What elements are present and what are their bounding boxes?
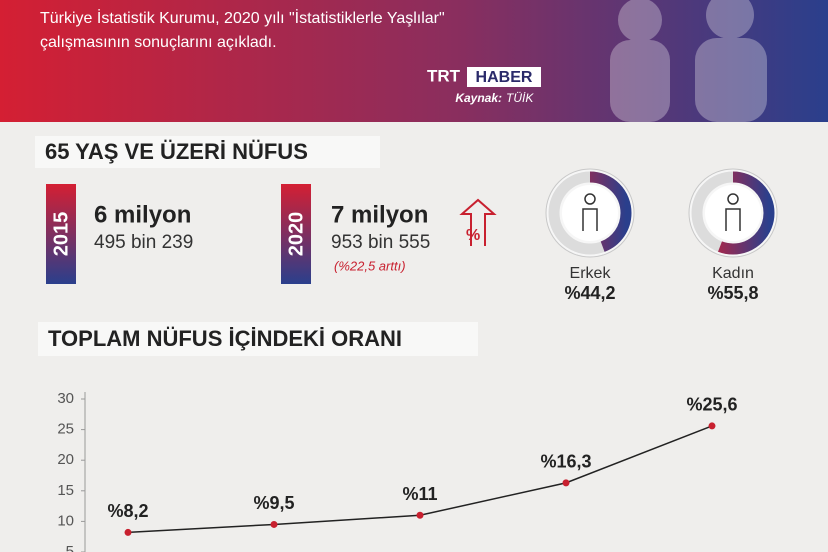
donut-center [705, 185, 761, 241]
donut-arc [691, 171, 775, 255]
point [270, 520, 278, 528]
brand-box [467, 67, 541, 87]
header-bg [0, 0, 828, 122]
y-tick-label: 20 [57, 451, 74, 468]
title-bg [38, 322, 478, 356]
point [416, 511, 424, 519]
y-tick-label: 10 [57, 512, 74, 529]
year: 2020 [285, 212, 307, 257]
point [708, 422, 716, 430]
stat-main: 7 milyon [331, 201, 428, 228]
increase-arrow [459, 198, 497, 246]
source: TÜİK [506, 91, 534, 105]
chart-title: TOPLAM NÜFUS İÇİNDEKİ ORANI [48, 326, 402, 351]
source-label: Kaynak: [455, 91, 502, 105]
point [562, 479, 570, 487]
person-head [584, 193, 596, 205]
gender-label: Erkek [570, 265, 612, 282]
title-bg [35, 136, 380, 168]
section-title: 65 YAŞ VE ÜZERİ NÜFUS [45, 139, 308, 164]
y-tick-label: 25 [57, 421, 74, 438]
y-tick-label: 15 [57, 482, 74, 499]
gender-value: %55,8 [707, 283, 758, 303]
value-label: %11 [402, 484, 437, 504]
stat-note: (%22,5 arttı) [334, 258, 406, 273]
year-badge [46, 184, 76, 284]
value-label: %25,6 [686, 395, 737, 415]
y-tick-label: 5 [66, 543, 74, 552]
line-chart: 5 10 15 20 25 30 %8,2 %9,5 %11 %16,3 %25,6 [57, 390, 738, 552]
gender-label: Kadın [712, 265, 754, 282]
point [124, 528, 132, 536]
silhouettes [610, 0, 767, 122]
year: 2015 [50, 212, 72, 257]
value-label: %16,3 [540, 452, 591, 472]
donut-center [562, 185, 618, 241]
person-body [725, 208, 741, 231]
year-badge [281, 184, 311, 284]
stat-sub: 495 bin 239 [94, 232, 193, 253]
stat-sub: 953 bin 555 [331, 232, 430, 253]
increase-icon: % [466, 227, 480, 244]
gender-group: Erkek%44,2 Kadın%55,8 [545, 168, 778, 303]
stat-main: 6 milyon [94, 201, 191, 228]
gender-value: %44,2 [564, 283, 615, 303]
value-label: %9,5 [253, 493, 294, 513]
value-label: %8,2 [107, 501, 148, 521]
person-head [727, 193, 739, 205]
header-text: çalışmasının sonuçlarını açıkladı. [40, 34, 277, 51]
header-text: Türkiye İstatistik Kurumu, 2020 yılı "İs… [40, 8, 445, 27]
y-tick-label: 30 [57, 390, 74, 407]
brand: HABER [476, 69, 533, 86]
donut-arc [548, 171, 632, 255]
person-body [582, 208, 598, 231]
brand: TRT [427, 66, 461, 85]
